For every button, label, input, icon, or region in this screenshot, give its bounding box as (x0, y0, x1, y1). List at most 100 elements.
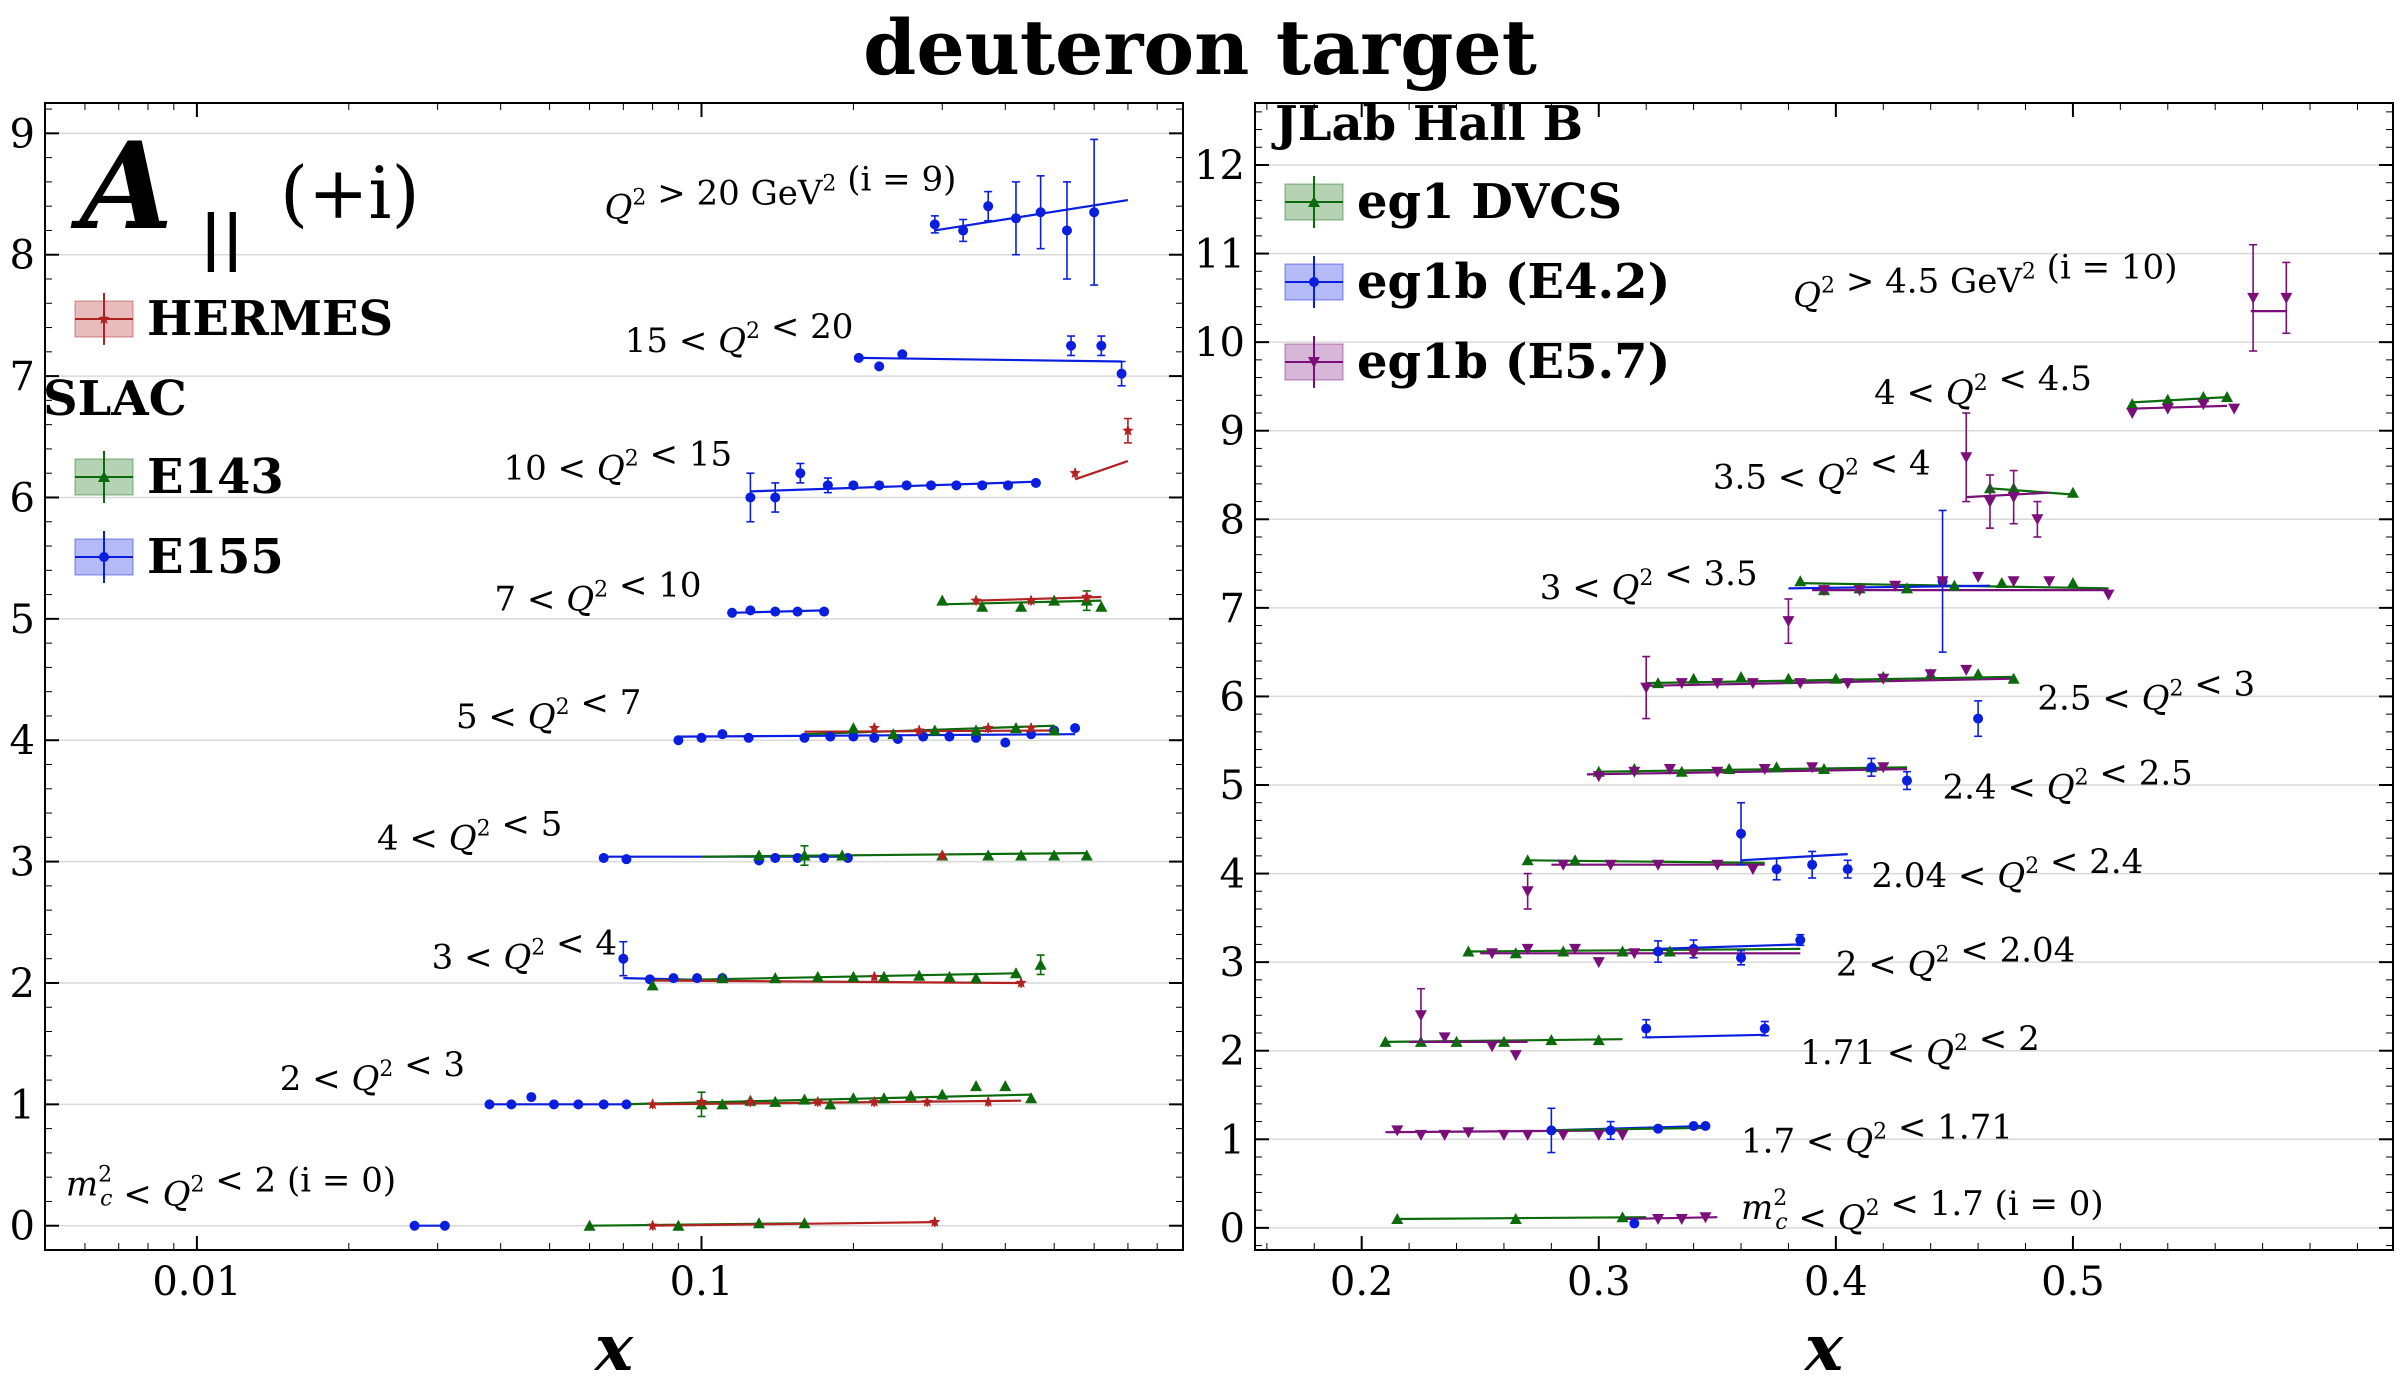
data-point (1391, 1213, 1404, 1224)
data-point (1034, 958, 1047, 970)
fit-curve (652, 1099, 1022, 1106)
data-point (798, 1093, 811, 1105)
bin-label: Q2 > 4.5 GeV2 (i = 10) (1793, 248, 2177, 316)
data-point (982, 1095, 994, 1107)
data-point (819, 606, 830, 617)
data-point (1379, 1035, 1392, 1047)
data-point (819, 852, 830, 863)
data-point (1592, 1034, 1605, 1046)
data-point (769, 1095, 782, 1107)
data-point (1450, 1035, 1463, 1047)
data-point (1972, 668, 1985, 680)
bin-label: m2 c < Q2 < 1.7 (i = 0) (1741, 1184, 2104, 1238)
data-point (1497, 1129, 1510, 1141)
data-point (1003, 480, 1014, 491)
legend-header: SLAC (43, 371, 187, 427)
data-point (1035, 207, 1046, 218)
legend-marker (1308, 196, 1320, 207)
data-point (1866, 762, 1877, 773)
data-point (2007, 576, 2020, 588)
fit-curve (652, 1221, 935, 1227)
data-point (1025, 1092, 1038, 1104)
data-point (1901, 775, 1912, 786)
data-point (1521, 886, 1534, 898)
data-point (1807, 859, 1818, 870)
data-point (970, 1080, 983, 1092)
y-tick-label: 3 (10, 840, 35, 886)
y-tick-label: 9 (10, 111, 35, 157)
data-point (745, 605, 756, 616)
data-point (913, 969, 926, 981)
data-point (1015, 600, 1028, 612)
data-point (2007, 492, 2020, 504)
data-point (1521, 943, 1534, 955)
data-point (983, 201, 994, 212)
panel-log-x: 0 1 2 3 4 5 6 7 8 9 0.01 0.1 x m2 c < Q2 < 2 (i = 0) 2 … (10, 102, 1184, 1386)
data-point (982, 722, 994, 733)
fit-curve (1657, 943, 1801, 950)
bin-label: 2.4 < Q2 < 2.5 (1943, 753, 2193, 807)
fit-curve (858, 356, 1122, 363)
data-point (936, 849, 948, 861)
legend-label: E143 (147, 449, 284, 505)
data-point (1414, 1010, 1427, 1022)
data-point (1759, 1023, 1770, 1034)
data-point (770, 492, 781, 503)
data-point (506, 1099, 517, 1110)
data-point (1628, 948, 1641, 960)
data-point (944, 731, 955, 742)
data-point (1009, 722, 1022, 734)
legend: HERMES SLAC E143 E155 (43, 291, 393, 585)
data-point (1663, 764, 1676, 776)
legend-marker (1308, 357, 1320, 368)
data-point (1746, 678, 1759, 690)
data-point (874, 361, 885, 372)
series-eg1b-e4-2- (1546, 509, 1984, 1229)
fit-curve (2132, 396, 2228, 404)
data-point (1080, 849, 1093, 861)
data-point (1652, 1214, 1665, 1225)
data-point (1025, 594, 1037, 606)
plot-frame (1254, 102, 2394, 1251)
fit-curve (804, 724, 1055, 736)
data-point (1829, 672, 1842, 684)
data-point (1641, 1023, 1652, 1034)
data-point (897, 349, 908, 360)
observable-subscript: || (200, 203, 244, 273)
legend: JLab Hall B eg1 DVCS eg1b (E4.2) eg1b (E5.7… (1271, 96, 1670, 390)
data-point (1569, 943, 1582, 955)
data-point (2102, 589, 2115, 601)
data-point (1736, 952, 1747, 963)
fit-curve (934, 199, 1129, 232)
data-point (1700, 1121, 1711, 1131)
data-point (1758, 764, 1771, 776)
x-axis: 0.2 0.3 0.4 0.5 (1266, 103, 2358, 1305)
data-point (1842, 864, 1853, 875)
data-point (1066, 340, 1077, 351)
data-point (901, 480, 912, 491)
bin-label: 2 < Q2 < 3 (280, 1045, 465, 1099)
data-point (1557, 1129, 1570, 1141)
observable-symbol: A (70, 116, 173, 257)
data-point (646, 1098, 659, 1110)
data-point (836, 849, 849, 861)
data-point (2043, 576, 2056, 588)
data-point (878, 1092, 891, 1104)
y-tick-label: 5 (10, 597, 35, 643)
data-point (1557, 945, 1570, 957)
data-point (1675, 765, 1688, 777)
data-point (1509, 947, 1522, 959)
y-tick-label: 0 (10, 1204, 35, 1250)
data-point (1960, 664, 1973, 676)
data-point (1782, 672, 1795, 684)
data-point (1960, 452, 1973, 464)
data-point (904, 1089, 917, 1101)
data-point (848, 480, 859, 491)
data-point (1605, 1125, 1616, 1136)
x-tick-label: 0.3 (1567, 1259, 1631, 1305)
data-point (1462, 1127, 1475, 1139)
data-point (621, 1099, 632, 1110)
offset-label: (+i) (280, 151, 420, 235)
data-point (1592, 957, 1605, 969)
data-point (1629, 1218, 1640, 1229)
